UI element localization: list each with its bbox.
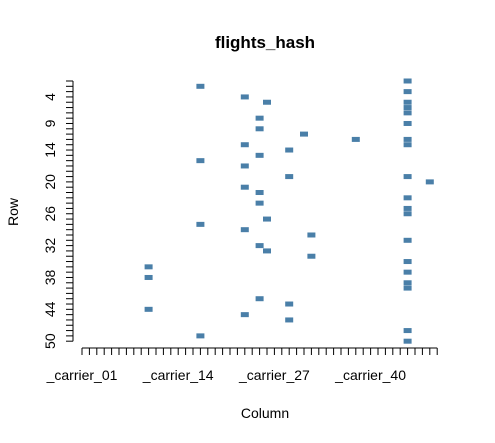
y-tick-label: 32	[42, 238, 58, 254]
data-point	[285, 174, 294, 180]
data-point	[307, 232, 316, 238]
x-tick-label: _carrier_40	[334, 367, 406, 383]
x-axis-label: Column	[241, 405, 289, 421]
data-point	[240, 142, 249, 148]
data-point	[403, 285, 412, 291]
data-point	[403, 105, 412, 111]
data-point	[240, 94, 249, 100]
x-tick-label: _carrier_27	[238, 367, 310, 383]
data-point	[403, 328, 412, 334]
data-point	[403, 99, 412, 105]
data-point	[240, 184, 249, 190]
data-point	[144, 306, 153, 312]
data-point	[255, 296, 264, 302]
data-point	[403, 280, 412, 286]
data-point	[285, 147, 294, 153]
y-tick-label: 50	[42, 333, 58, 349]
data-point	[403, 338, 412, 344]
chart-title: flights_hash	[215, 33, 315, 52]
data-points	[144, 78, 434, 344]
data-point	[196, 158, 205, 164]
data-point	[255, 200, 264, 206]
data-point	[240, 312, 249, 318]
x-tick-label: _carrier_01	[46, 367, 118, 383]
x-tick-label: _carrier_14	[142, 367, 214, 383]
data-point	[240, 227, 249, 233]
data-point	[403, 78, 412, 84]
data-point	[255, 152, 264, 158]
x-axis: _carrier_01 _carrier_14 _carrier_27 _carrie…	[46, 347, 438, 383]
data-point	[307, 253, 316, 259]
y-tick-label: 38	[42, 269, 58, 285]
data-point	[403, 237, 412, 243]
y-tick-label: 44	[42, 301, 58, 317]
data-point	[240, 163, 249, 169]
data-point	[403, 211, 412, 217]
y-axis-label: Row	[5, 197, 21, 226]
data-point	[351, 136, 360, 142]
data-point	[196, 221, 205, 227]
data-point	[403, 110, 412, 116]
y-tick-label: 9	[42, 119, 58, 127]
y-tick-label: 20	[42, 174, 58, 190]
data-point	[403, 195, 412, 201]
data-point	[403, 205, 412, 211]
y-tick-label: 14	[42, 142, 58, 158]
data-point	[255, 243, 264, 249]
data-point	[300, 131, 308, 137]
data-point	[285, 317, 294, 323]
y-tick-label: 4	[42, 93, 58, 101]
data-point	[196, 83, 205, 89]
data-point	[403, 142, 412, 148]
y-tick-label: 26	[42, 206, 58, 222]
data-point	[263, 248, 271, 254]
data-point	[144, 264, 153, 270]
data-point	[403, 269, 412, 275]
data-point	[144, 274, 153, 280]
data-point	[255, 190, 264, 196]
data-point	[255, 115, 264, 121]
data-point	[196, 333, 205, 339]
data-point	[263, 216, 271, 222]
data-point	[403, 89, 412, 95]
data-point	[263, 99, 271, 105]
data-point	[425, 179, 434, 185]
y-axis: 4 9 14 20 26 32 38 44 50	[42, 80, 74, 349]
data-point	[403, 136, 412, 142]
data-point	[255, 126, 264, 132]
data-point	[285, 301, 294, 307]
data-point	[403, 174, 412, 180]
data-point	[403, 259, 412, 265]
data-point	[403, 120, 412, 126]
